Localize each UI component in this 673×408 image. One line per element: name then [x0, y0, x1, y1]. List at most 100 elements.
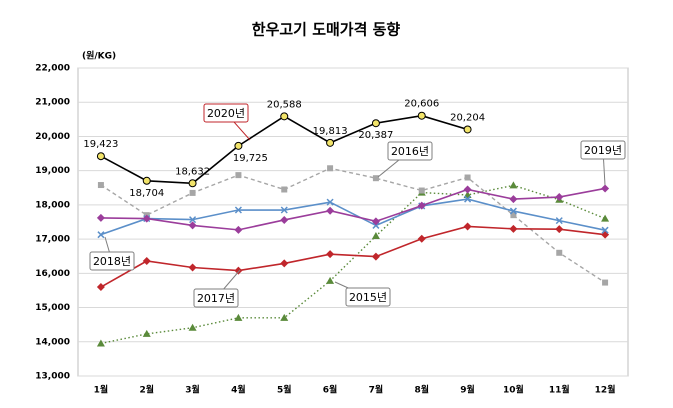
marker	[326, 250, 335, 259]
marker	[463, 222, 472, 231]
marker	[509, 195, 518, 204]
series-line	[100, 167, 606, 284]
marker	[417, 234, 426, 243]
y-unit: (원/KG)	[82, 50, 116, 62]
callout-box	[580, 140, 626, 160]
marker	[281, 186, 288, 193]
x-tick-label: 4월	[231, 384, 246, 396]
marker	[602, 279, 609, 286]
data-label: 18,632	[175, 166, 210, 177]
marker	[555, 193, 564, 202]
x-tick-label: 1월	[94, 384, 109, 396]
marker	[235, 172, 242, 179]
legend-label: 2020년	[207, 107, 245, 120]
data-label: 20,387	[358, 130, 393, 141]
marker	[371, 232, 380, 240]
callout-box	[203, 103, 249, 123]
y-tick-label: 14,000	[35, 337, 70, 347]
marker	[142, 214, 151, 223]
marker	[142, 329, 151, 337]
x-tick-label: 6월	[323, 384, 338, 396]
marker	[327, 165, 334, 172]
marker	[371, 217, 380, 226]
x-tick-label: 8월	[414, 384, 429, 396]
y-tick-label: 15,000	[35, 303, 70, 313]
marker	[280, 313, 289, 321]
marker	[371, 119, 380, 128]
series-line	[100, 198, 606, 236]
x-tick-label: 7월	[369, 384, 384, 396]
marker	[189, 216, 197, 224]
marker	[509, 224, 518, 233]
y-tick-label: 17,000	[35, 235, 70, 245]
marker	[234, 313, 243, 321]
marker	[464, 174, 471, 181]
marker	[463, 125, 472, 134]
marker	[556, 249, 563, 256]
marker	[188, 179, 197, 188]
marker	[601, 226, 609, 234]
marker	[326, 138, 335, 147]
marker	[372, 221, 380, 229]
marker	[96, 339, 105, 347]
legend-label: 2016년	[391, 145, 429, 158]
marker	[96, 152, 105, 161]
y-tick-label: 22,000	[35, 64, 70, 74]
marker	[463, 185, 472, 194]
marker	[326, 276, 335, 284]
marker	[601, 184, 610, 193]
legend-label: 2019년	[584, 144, 622, 157]
callout-box	[193, 288, 239, 308]
marker	[509, 181, 518, 189]
x-tick-label: 2월	[139, 384, 154, 396]
marker	[234, 206, 242, 214]
legend-label: 2017년	[197, 292, 235, 305]
marker	[326, 198, 334, 206]
marker	[234, 141, 243, 150]
data-label: 20,606	[404, 99, 439, 110]
y-tick-label: 20,000	[35, 132, 70, 142]
x-tick-label: 10월	[503, 384, 524, 396]
marker	[601, 214, 610, 222]
marker	[96, 213, 105, 222]
data-label: 19,423	[83, 139, 118, 150]
marker	[188, 221, 197, 230]
marker	[510, 212, 517, 219]
marker	[142, 176, 151, 185]
callout-box	[387, 141, 433, 161]
marker	[142, 257, 151, 266]
series-line	[100, 184, 606, 345]
plot-area	[77, 67, 629, 377]
marker	[601, 230, 610, 239]
x-tick-label: 11월	[549, 384, 570, 396]
marker	[188, 323, 197, 331]
marker	[417, 201, 426, 210]
y-tick-label: 21,000	[35, 98, 70, 108]
marker	[326, 206, 335, 215]
series-line	[100, 225, 606, 288]
x-tick-label: 3월	[185, 384, 200, 396]
y-tick-label: 18,000	[35, 200, 70, 210]
marker	[234, 266, 243, 275]
marker	[97, 182, 104, 189]
y-tick-label: 13,000	[35, 372, 70, 382]
data-label: 19,813	[313, 126, 348, 137]
data-label: 20,204	[450, 112, 485, 123]
callout-box	[345, 287, 391, 307]
marker	[234, 225, 243, 234]
series-line	[100, 187, 606, 231]
marker	[96, 283, 105, 292]
data-label: 20,588	[267, 99, 302, 110]
marker	[555, 217, 563, 225]
marker	[555, 225, 564, 234]
x-tick-label: 9월	[460, 384, 475, 396]
data-label: 18,704	[129, 188, 164, 199]
marker	[97, 231, 105, 239]
callout-box	[89, 251, 135, 271]
marker	[418, 187, 425, 194]
marker	[464, 195, 472, 203]
marker	[417, 111, 426, 120]
marker	[280, 112, 289, 121]
marker	[280, 215, 289, 224]
